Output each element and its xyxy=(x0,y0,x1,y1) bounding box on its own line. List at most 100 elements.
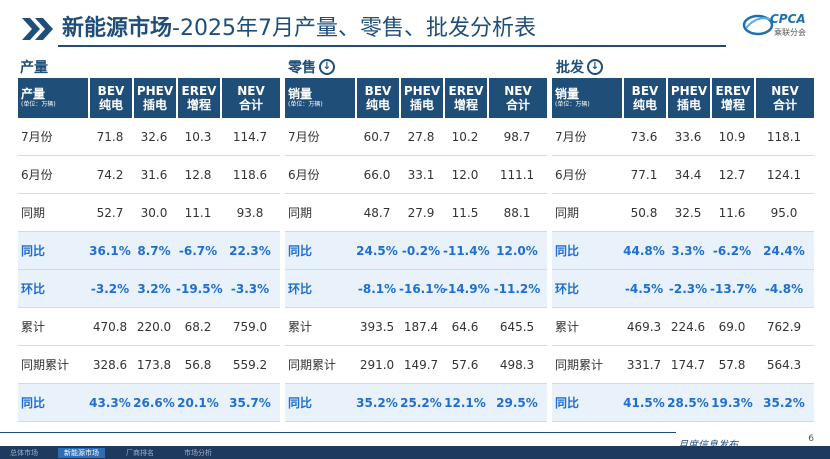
row-value: 32.6 xyxy=(140,129,168,144)
row-value: -16.1% xyxy=(399,281,446,296)
header-column-code: EREV xyxy=(715,84,751,98)
header-column-name: 纯电 xyxy=(632,98,657,112)
row-value: 8.7% xyxy=(137,243,171,258)
row-label: 6月份 xyxy=(288,168,320,182)
header-column-cell: BEV 纯电 xyxy=(90,78,132,118)
row-value: 27.9 xyxy=(407,205,435,220)
row-value: 124.1 xyxy=(766,167,802,182)
row-value: 36.1% xyxy=(89,243,131,258)
data-table: 产量 (单位：万辆) BEV 纯电 PHEV 插电 EREV 增程 NEV 合计 7月份 71.8 32… xyxy=(18,78,280,422)
header-column-code: BEV xyxy=(364,84,392,98)
row-value: 469.3 xyxy=(626,319,662,334)
row-value: 98.7 xyxy=(503,129,531,144)
row-value: 88.1 xyxy=(503,205,531,220)
row-label: 同期累计 xyxy=(288,358,337,372)
section-label-text: 产量 xyxy=(20,60,48,76)
row-label: 同比 xyxy=(555,396,580,410)
row-value: 3.3% xyxy=(671,243,705,258)
data-table: 销量 (单位：万辆) BEV 纯电 PHEV 插电 EREV 增程 NEV 合计 7月份 60.7 27… xyxy=(285,78,547,422)
row-label: 环比 xyxy=(21,282,46,296)
table-row: 6月份 77.1 34.4 12.7 124.1 xyxy=(552,156,814,194)
row-value: 52.7 xyxy=(96,205,124,220)
table-header-row: 销量 (单位：万辆) BEV 纯电 PHEV 插电 EREV 增程 NEV 合计 xyxy=(285,78,547,118)
header-unit-label: (单位：万辆) xyxy=(555,101,590,108)
row-label: 同期 xyxy=(21,206,46,220)
header-column-cell: BEV 纯电 xyxy=(624,78,666,118)
row-label: 同期累计 xyxy=(21,358,70,372)
header-column-cell: NEV 合计 xyxy=(489,78,547,118)
header-column-cell: PHEV 插电 xyxy=(668,78,710,118)
header-column-cell: EREV 增程 xyxy=(178,78,220,118)
row-value: 26.6% xyxy=(133,395,175,410)
row-value: 29.5% xyxy=(496,395,538,410)
table-row: 7月份 73.6 33.6 10.9 118.1 xyxy=(552,118,814,156)
footer-tab[interactable]: 总体市场 xyxy=(10,449,38,457)
row-value: 28.5% xyxy=(667,395,709,410)
cpca-logo xyxy=(742,14,774,36)
table-row: 同比 24.5% -0.2% -11.4% 12.0% xyxy=(285,232,547,270)
row-value: -11.4% xyxy=(443,243,490,258)
header-column-code: NEV xyxy=(504,84,532,98)
row-value: 31.6 xyxy=(140,167,168,182)
logo-text: CPCA xyxy=(770,12,806,26)
footer-tab[interactable]: 厂商排名 xyxy=(126,449,154,457)
row-value: 498.3 xyxy=(499,357,535,372)
table-row: 同比 43.3% 26.6% 20.1% 35.7% xyxy=(18,384,280,422)
row-value: 93.8 xyxy=(236,205,264,220)
row-value: 34.4 xyxy=(674,167,702,182)
row-label: 同比 xyxy=(21,396,46,410)
row-label: 7月份 xyxy=(555,130,587,144)
row-value: 3.2% xyxy=(137,281,171,296)
row-value: 24.4% xyxy=(763,243,805,258)
row-value: 20.1% xyxy=(177,395,219,410)
row-value: 762.9 xyxy=(766,319,802,334)
row-label: 7月份 xyxy=(288,130,320,144)
row-value: 12.7 xyxy=(718,167,746,182)
row-value: -8.1% xyxy=(357,281,397,296)
header-metric-cell: 产量 (单位：万辆) xyxy=(18,78,88,118)
header-metric-cell: 销量 (单位：万辆) xyxy=(552,78,622,118)
table-row: 环比 -4.5% -2.3% -13.7% -4.8% xyxy=(552,270,814,308)
row-value: 149.7 xyxy=(403,357,439,372)
row-value: 564.3 xyxy=(766,357,802,372)
row-label: 同期 xyxy=(288,206,313,220)
row-value: 60.7 xyxy=(363,129,391,144)
header-unit-label: (单位：万辆) xyxy=(21,101,56,108)
row-value: -4.8% xyxy=(764,281,804,296)
row-value: 19.3% xyxy=(711,395,753,410)
row-value: 57.6 xyxy=(451,357,479,372)
page-title-rest: -2025年7月产量、零售、批发分析表 xyxy=(172,16,536,41)
row-value: 35.2% xyxy=(356,395,398,410)
row-value: 11.6 xyxy=(718,205,746,220)
row-value: 291.0 xyxy=(359,357,395,372)
page-title: 新能源市场-2025年7月产量、零售、批发分析表 xyxy=(62,16,536,42)
header-column-name: 插电 xyxy=(142,98,167,112)
row-value: -0.2% xyxy=(401,243,441,258)
header-column-name: 纯电 xyxy=(365,98,390,112)
table-row: 同比 36.1% 8.7% -6.7% 22.3% xyxy=(18,232,280,270)
row-value: 645.5 xyxy=(499,319,535,334)
row-value: 11.1 xyxy=(184,205,212,220)
header-column-code: PHEV xyxy=(670,84,708,98)
row-value: -19.5% xyxy=(176,281,223,296)
header-column-code: NEV xyxy=(237,84,265,98)
footer-tab[interactable]: 市场分析 xyxy=(184,449,212,457)
row-value: 224.6 xyxy=(670,319,706,334)
row-value: -14.9% xyxy=(443,281,490,296)
row-value: 66.0 xyxy=(363,167,391,182)
header-metric-cell: 销量 (单位：万辆) xyxy=(285,78,355,118)
header-unit-label: (单位：万辆) xyxy=(288,101,323,108)
row-value: 48.7 xyxy=(363,205,391,220)
row-value: -6.7% xyxy=(178,243,218,258)
table-header-row: 产量 (单位：万辆) BEV 纯电 PHEV 插电 EREV 增程 NEV 合计 xyxy=(18,78,280,118)
row-value: 35.7% xyxy=(229,395,271,410)
section-label: 产量 xyxy=(20,57,48,77)
footer-tab[interactable]: 新能源市场 xyxy=(58,448,105,458)
row-value: 114.7 xyxy=(232,129,268,144)
table-row: 6月份 66.0 33.1 12.0 111.1 xyxy=(285,156,547,194)
footer-divider xyxy=(0,432,676,433)
row-value: 57.8 xyxy=(718,357,746,372)
arrow-down-circle-icon: ↓ xyxy=(587,59,603,75)
row-value: -6.2% xyxy=(712,243,752,258)
row-value: 12.0% xyxy=(496,243,538,258)
